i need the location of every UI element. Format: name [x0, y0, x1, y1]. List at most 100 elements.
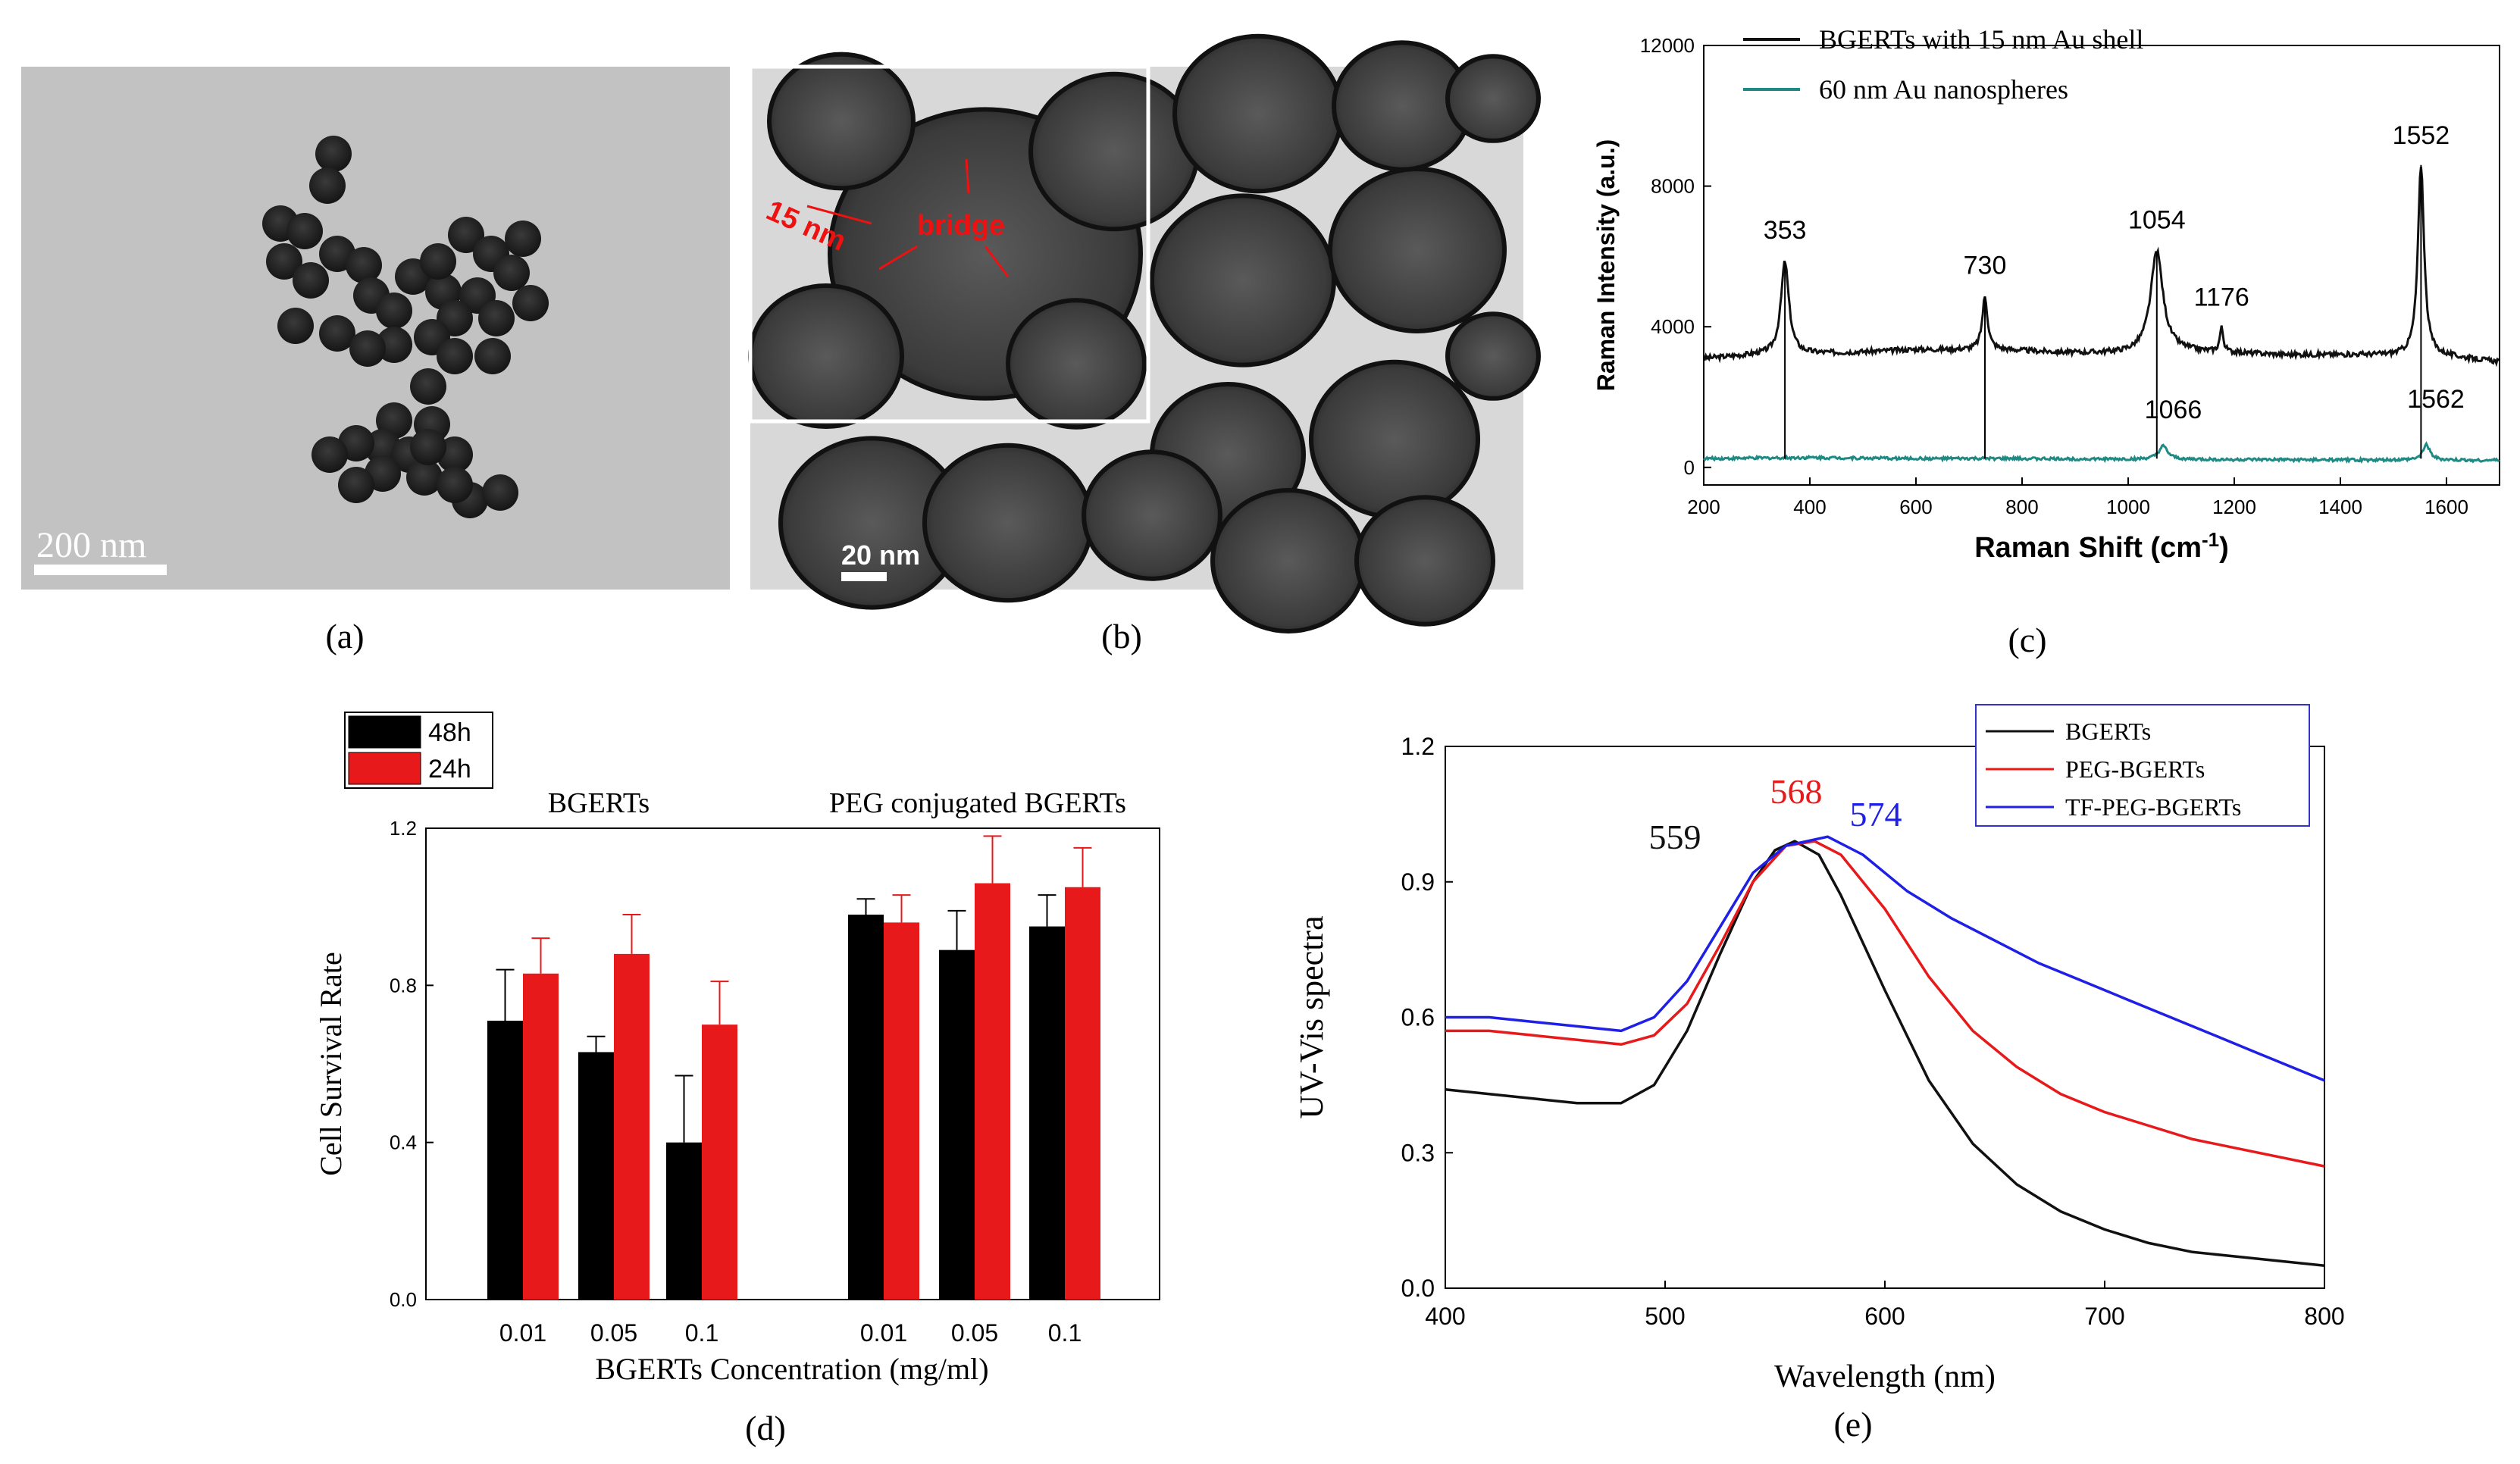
peak-label: 1552 [2393, 121, 2450, 150]
panel-c-label: (c) [2008, 621, 2046, 659]
legend-label: TF-PEG-BGERTs [2065, 793, 2241, 821]
scale-bar-a [34, 565, 167, 575]
nanoparticle [410, 429, 446, 465]
legend-label: PEG-BGERTs [2065, 755, 2205, 783]
bgert-particle [1445, 311, 1541, 401]
nanoparticle [437, 338, 473, 374]
series-line-0 [1703, 166, 2500, 368]
tem-image-a-background [21, 67, 730, 590]
panel-a: 200 nm (a) [21, 67, 730, 655]
bar-24h [614, 953, 650, 1300]
legend-label: 48h [428, 718, 471, 747]
y-tick-label: 0.6 [1401, 1004, 1435, 1031]
x-tick-label: 400 [1793, 496, 1826, 518]
y-tick-label: 0.8 [390, 974, 417, 996]
y-tick-label: 4000 [1651, 315, 1695, 338]
bgert-particle [1172, 33, 1344, 194]
nanoparticle [376, 327, 412, 363]
legend-label: BGERTs [2065, 718, 2151, 745]
category-label: 0.1 [1048, 1319, 1082, 1347]
x-tick-label: 1000 [2106, 496, 2150, 518]
nanoparticle [420, 243, 456, 280]
nanoparticle [406, 459, 443, 496]
category-label: 0.05 [951, 1319, 998, 1347]
x-tick-label: 600 [1899, 496, 1932, 518]
bridge-arrow-left [878, 245, 918, 271]
bgert-particle [748, 283, 904, 429]
nanoparticle [315, 136, 352, 172]
y-axis-label: Raman Intensity (a.u.) [1592, 139, 1620, 392]
bar-48h [487, 1020, 523, 1300]
x-tick-label: 800 [2005, 496, 2038, 518]
y-tick-label: 1.2 [1401, 733, 1435, 760]
nanoparticle [277, 308, 314, 344]
nanoparticle [293, 262, 329, 299]
bgert-particles [748, 33, 1541, 633]
panel-b-label: (b) [1101, 617, 1142, 655]
y-tick-label: 0.0 [390, 1288, 417, 1311]
y-axis-label: UV-Vis spectra [1293, 915, 1330, 1118]
thickness-arrow [806, 205, 872, 225]
bar-48h [666, 1142, 702, 1300]
plot-frame [425, 827, 1160, 1300]
scale-bar-b [841, 572, 887, 581]
x-tick-label: 1200 [2212, 496, 2256, 518]
bgert-particle [1309, 359, 1480, 520]
x-tick-label: 400 [1425, 1303, 1465, 1330]
series-line-1 [1702, 441, 2500, 465]
scale-bar-b-label: 20 nm [841, 540, 920, 571]
bar-24h [702, 1024, 737, 1300]
y-tick-label: 0.9 [1401, 868, 1435, 896]
nanoparticle [474, 338, 511, 374]
category-label: 0.01 [499, 1319, 546, 1347]
group-title: BGERTs [548, 787, 650, 819]
nanoparticle [505, 221, 541, 257]
legend-label: 24h [428, 755, 471, 784]
peak-label: 1176 [2194, 283, 2249, 311]
series-line-BGERTs [1445, 840, 2325, 1267]
series-line-TF-PEG-BGERTs [1445, 835, 2325, 1082]
bridge-annotation: bridge [917, 210, 1005, 242]
legend-swatch [348, 715, 421, 749]
x-axis-label: BGERTs Concentration (mg/ml) [595, 1352, 988, 1386]
x-tick-label: 1400 [2318, 496, 2362, 518]
y-tick-label: 0.0 [1401, 1275, 1435, 1302]
x-tick-label: 1600 [2425, 496, 2468, 518]
uv-vis-chart: (e) 400 500 600 700 800 0.0 0.3 0.6 0.9 1.2 Wavele… [1293, 704, 2345, 1444]
inset-border [748, 64, 1150, 424]
nanoparticle [410, 368, 446, 405]
nanoparticle [309, 167, 346, 204]
nanoparticle [338, 467, 374, 503]
x-axis-label: Wavelength (nm) [1774, 1359, 1996, 1394]
bar-48h [578, 1052, 614, 1300]
nanoparticle [319, 315, 355, 352]
bgert-particle [1354, 495, 1495, 627]
panel-b: 15 nm bridge 20 nm (b) [748, 33, 1541, 655]
category-label: 0.1 [685, 1319, 718, 1347]
x-tick-label: 700 [2084, 1303, 2124, 1330]
nanoparticle [311, 436, 348, 473]
panel-d-label: (d) [745, 1409, 786, 1447]
nanoparticle-cluster [262, 136, 549, 518]
x-axis-label: Raman Shift (cm-1) [1974, 528, 2229, 564]
raman-chart: (c) 200 400 600 800 1000 1200 1400 1600 0 4000 800… [1592, 24, 2500, 659]
peak-label: 1054 [2128, 205, 2186, 234]
legend-label: 60 nm Au nanospheres [1819, 74, 2068, 105]
bgert-particle [1445, 54, 1541, 143]
y-tick-label: 12000 [1640, 34, 1695, 57]
bgert-particle [767, 52, 916, 191]
y-tick-label: 8000 [1651, 175, 1695, 198]
peak-label: 1562 [2407, 385, 2465, 414]
bgert-particle [1328, 167, 1507, 333]
category-label: 0.05 [590, 1319, 637, 1347]
bar-24h [884, 922, 919, 1300]
category-label: 0.01 [860, 1319, 907, 1347]
x-tick-label: 200 [1687, 496, 1720, 518]
y-tick-label: 0.3 [1401, 1139, 1435, 1166]
nanoparticle [448, 217, 484, 253]
legend-label: BGERTs with 15 nm Au shell [1819, 24, 2143, 55]
nanoparticle [266, 243, 302, 280]
x-tick-label: 600 [1864, 1303, 1905, 1330]
series-line-PEG-BGERTs [1445, 840, 2325, 1168]
